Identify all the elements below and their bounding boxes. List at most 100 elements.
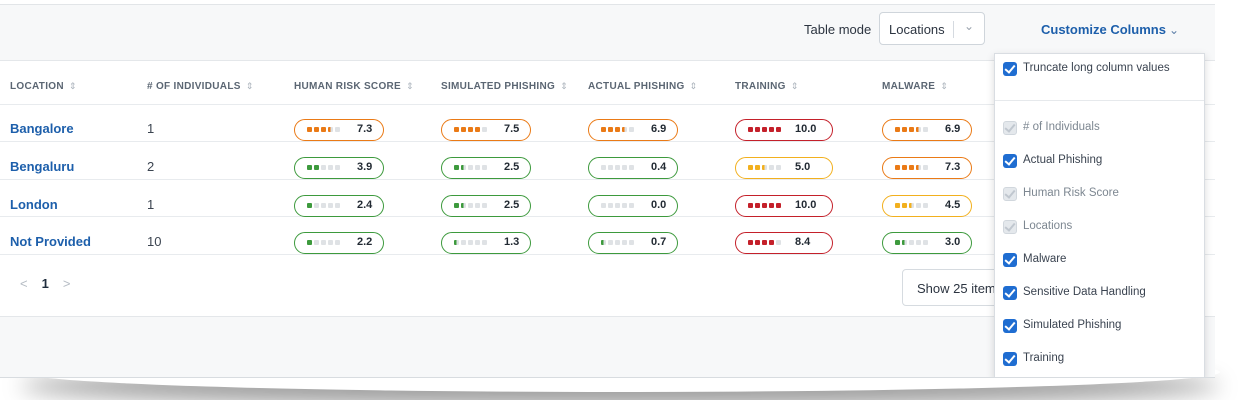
chevron-left-icon[interactable]: < (20, 276, 28, 291)
risk-score-badge: 7.5 (441, 119, 531, 141)
sort-icon[interactable]: ⇕ (245, 81, 254, 91)
checkbox[interactable] (1003, 352, 1017, 366)
column-header-mal[interactable]: MALWARE ⇕ (882, 81, 948, 92)
table-mode-select[interactable]: Locations ⌄ (879, 12, 985, 45)
row-divider (0, 179, 1215, 180)
score-meter-segment (629, 127, 634, 132)
score-meter-segment (454, 240, 459, 245)
checkbox[interactable] (1003, 62, 1017, 76)
sort-icon[interactable]: ⇕ (68, 81, 77, 91)
score-meter-segment (755, 203, 760, 208)
page-number[interactable]: 1 (41, 276, 49, 291)
score-meter-segment (762, 240, 767, 245)
score-meter-segment (622, 165, 627, 170)
score-meter-segment (328, 203, 333, 208)
score-meter-segment (307, 165, 312, 170)
sort-icon[interactable]: ⇕ (406, 81, 414, 91)
column-header-sim[interactable]: SIMULATED PHISHING ⇕ (441, 81, 568, 92)
sort-icon[interactable]: ⇕ (790, 81, 799, 91)
column-header-label: ACTUAL PHISHING (588, 81, 685, 92)
score-meter-segment (482, 127, 487, 132)
score-meter-segment (622, 127, 627, 132)
chevron-right-icon[interactable]: > (62, 276, 71, 291)
location-link[interactable]: Bangalore (10, 121, 74, 136)
score-meter-segment (615, 240, 620, 245)
score-value: 4.5 (945, 199, 961, 211)
risk-score-badge: 5.0 (735, 157, 833, 179)
score-meter-segment (328, 165, 333, 170)
score-meter-segment (762, 127, 767, 132)
score-meter-segment (629, 165, 634, 170)
customize-columns-label: Customize Columns (1041, 22, 1166, 37)
column-option-label: Simulated Phishing (1023, 319, 1122, 331)
score-value: 0.7 (651, 236, 667, 248)
score-meter-segment (776, 240, 781, 245)
column-option-label: Sensitive Data Handling (1023, 286, 1146, 298)
score-meter-segment (762, 165, 767, 170)
column-header-act[interactable]: ACTUAL PHISHING ⇕ (588, 81, 697, 92)
score-meter-segment (622, 203, 627, 208)
score-meter-segment (601, 127, 606, 132)
column-header-train[interactable]: TRAINING ⇕ (735, 81, 799, 92)
score-meter-segment (335, 127, 340, 132)
checkbox (1003, 121, 1017, 135)
score-meter-segment (321, 240, 326, 245)
score-value: 10.0 (795, 123, 817, 135)
page-size-label: Show 25 items (917, 281, 1003, 296)
score-meter-segment (314, 165, 319, 170)
score-meter-segment (601, 203, 606, 208)
individuals-count: 10 (147, 234, 162, 249)
column-option-label: Actual Phishing (1023, 154, 1103, 166)
score-meter-segment (468, 240, 473, 245)
page-size-select[interactable]: Show 25 items (902, 269, 1012, 306)
score-meter-segment (629, 240, 634, 245)
score-meter-segment (769, 240, 774, 245)
score-value: 10.0 (795, 199, 817, 211)
score-meter-segment (454, 127, 459, 132)
score-meter-segment (335, 165, 340, 170)
risk-score-badge: 2.5 (441, 157, 531, 179)
score-meter-segment (923, 240, 928, 245)
column-option-label: Training (1023, 352, 1065, 364)
score-meter-segment (923, 203, 928, 208)
customize-columns-button[interactable]: Customize Columns ⌄ (1041, 22, 1179, 37)
location-link[interactable]: London (10, 197, 58, 212)
location-link[interactable]: Bengaluru (10, 159, 75, 174)
risk-score-badge: 0.7 (588, 232, 678, 254)
score-meter-segment (923, 165, 928, 170)
score-meter-segment (895, 203, 900, 208)
score-value: 0.4 (651, 161, 667, 173)
column-header-count[interactable]: # OF INDIVIDUALS ⇕ (147, 81, 254, 92)
location-link[interactable]: Not Provided (10, 234, 91, 249)
score-value: 8.4 (795, 236, 811, 248)
score-meter-segment (608, 127, 613, 132)
score-value: 5.0 (795, 161, 811, 173)
checkbox[interactable] (1003, 286, 1017, 300)
sort-icon[interactable]: ⇕ (940, 81, 949, 91)
score-meter-segment (909, 127, 914, 132)
row-divider (0, 141, 1215, 142)
sort-icon[interactable]: ⇕ (560, 81, 568, 91)
score-meter-segment (608, 203, 613, 208)
column-header-location[interactable]: LOCATION ⇕ (10, 81, 77, 92)
score-meter-segment (461, 127, 466, 132)
column-header-label: LOCATION (10, 81, 64, 92)
risk-score-badge: 2.5 (441, 195, 531, 217)
checkbox[interactable] (1003, 253, 1017, 267)
pagination: <1 > (20, 276, 70, 291)
risk-score-badge: 7.3 (294, 119, 384, 141)
column-option-label: # of Individuals (1023, 121, 1100, 133)
score-meter-segment (902, 240, 907, 245)
column-header-label: MALWARE (882, 81, 936, 92)
checkbox[interactable] (1003, 319, 1017, 333)
score-meter-segment (755, 240, 760, 245)
checkbox (1003, 187, 1017, 201)
sort-icon[interactable]: ⇕ (689, 81, 698, 91)
risk-score-badge: 8.4 (735, 232, 833, 254)
row-divider (0, 104, 1215, 105)
column-header-label: HUMAN RISK SCORE (294, 81, 402, 92)
checkbox[interactable] (1003, 154, 1017, 168)
score-value: 2.4 (357, 199, 373, 211)
column-header-hrs[interactable]: HUMAN RISK SCORE ⇕ (294, 81, 414, 92)
score-meter-segment (615, 165, 620, 170)
